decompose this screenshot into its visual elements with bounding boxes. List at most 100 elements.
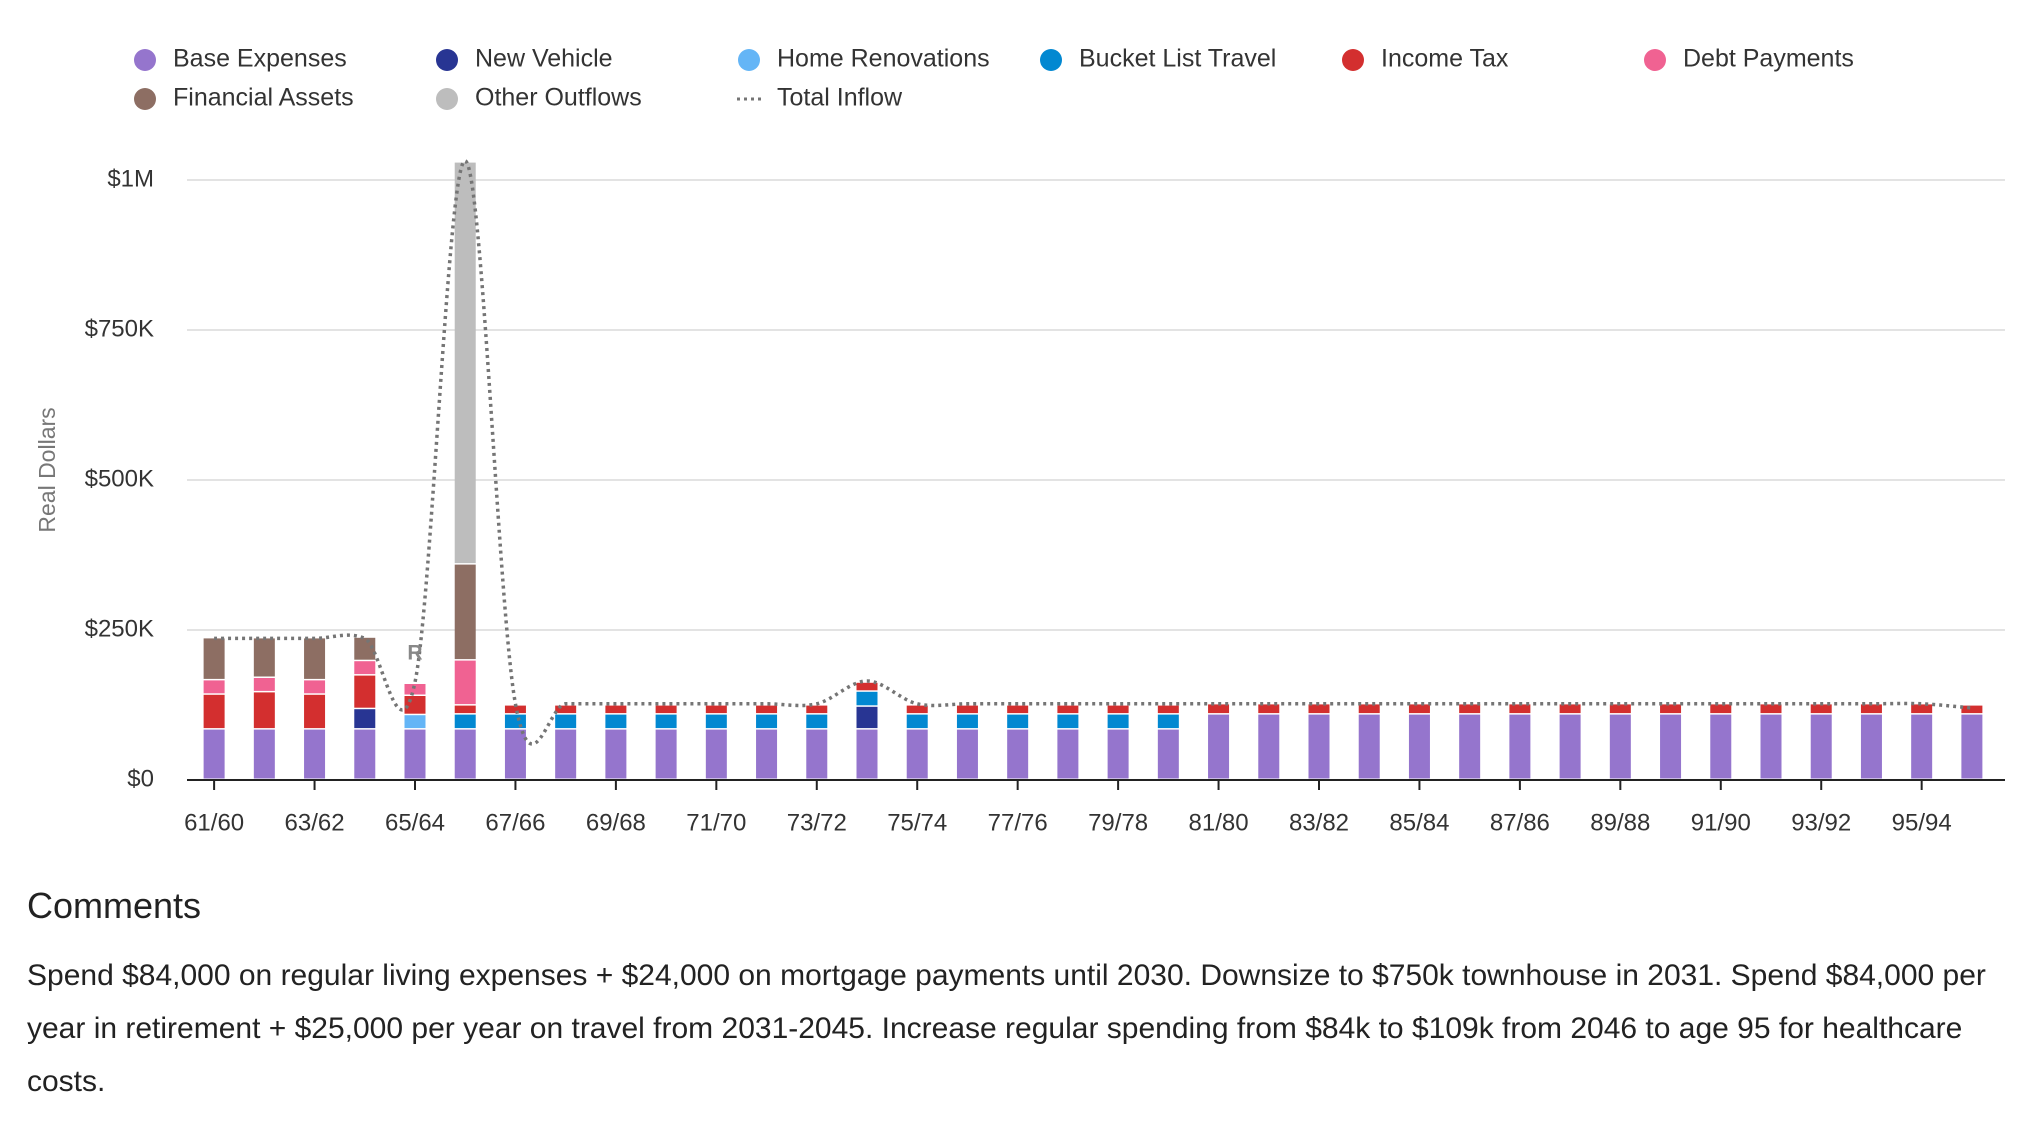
bar-segment — [253, 692, 275, 729]
bar-segment — [1860, 714, 1882, 779]
legend-swatch — [436, 88, 458, 110]
y-axis-label: Real Dollars — [34, 407, 60, 532]
bar-segment — [1007, 729, 1029, 779]
bar-segment — [404, 696, 426, 714]
legend-swatch — [738, 49, 760, 71]
legend-swatch — [436, 49, 458, 71]
bar-segment — [1660, 704, 1682, 714]
bar-segment — [354, 729, 376, 779]
bar-segment — [1408, 704, 1430, 714]
bar-segment — [1710, 714, 1732, 779]
bar-segment — [1358, 714, 1380, 779]
legend-swatch — [1644, 49, 1666, 71]
legend-label: Total Inflow — [777, 84, 903, 112]
bar-segment — [203, 680, 225, 694]
x-tick-label: 83/82 — [1289, 809, 1349, 836]
bar-segment — [1810, 714, 1832, 779]
bar-segment — [1057, 705, 1079, 714]
bar-segment — [1459, 704, 1481, 714]
bar-segment — [404, 684, 426, 695]
bar-segment — [906, 729, 928, 779]
x-tick-label: 79/78 — [1088, 809, 1148, 836]
bar-segment — [756, 729, 778, 779]
bar-segment — [1308, 704, 1330, 714]
bar-segment — [253, 678, 275, 691]
x-tick-label: 95/94 — [1892, 809, 1952, 836]
bar-segment — [806, 714, 828, 729]
bar-segment — [655, 729, 677, 779]
bar-segment — [705, 729, 727, 779]
bar-segment — [404, 729, 426, 779]
bar-segment — [454, 729, 476, 779]
bar-segment — [1107, 705, 1129, 714]
bar-segment — [605, 714, 627, 729]
y-tick-label: $250K — [85, 615, 154, 642]
bar-segment — [203, 729, 225, 779]
legend-swatch — [134, 88, 156, 110]
x-tick-label: 71/70 — [686, 809, 746, 836]
bar-segment — [1308, 714, 1330, 779]
bar-segment — [1107, 714, 1129, 729]
bar-segment — [1208, 714, 1230, 779]
x-tick-label: 81/80 — [1189, 809, 1249, 836]
bar-segment — [605, 705, 627, 714]
bar-segment — [756, 714, 778, 729]
x-tick-label: 61/60 — [184, 809, 244, 836]
bar-segment — [1358, 704, 1380, 714]
bar-segment — [1609, 704, 1631, 714]
y-tick-label: $0 — [127, 765, 154, 792]
legend-label: New Vehicle — [475, 45, 613, 73]
bar-segment — [1710, 704, 1732, 714]
bar-segment — [354, 675, 376, 708]
bar-segment — [304, 729, 326, 779]
bar-segment — [1810, 704, 1832, 714]
bar-segment — [304, 694, 326, 729]
y-tick-label: $750K — [85, 315, 154, 342]
x-tick-label: 73/72 — [787, 809, 847, 836]
bar-segment — [956, 729, 978, 779]
bar-segment — [655, 714, 677, 729]
bar-segment — [856, 729, 878, 779]
bar-segment — [1509, 714, 1531, 779]
x-tick-label: 75/74 — [887, 809, 947, 836]
bar-segment — [1157, 714, 1179, 729]
legend-label: Financial Assets — [173, 84, 354, 112]
bar-segment — [856, 682, 878, 691]
bar-segment — [304, 638, 326, 679]
bar-segment — [1459, 714, 1481, 779]
x-tick-label: 67/66 — [485, 809, 545, 836]
bar-segment — [203, 694, 225, 729]
x-tick-label: 69/68 — [586, 809, 646, 836]
bar-segment — [856, 691, 878, 706]
bar-segment — [1660, 714, 1682, 779]
bar-segment — [956, 714, 978, 729]
bar-segment — [504, 705, 526, 714]
legend-swatch — [1342, 49, 1364, 71]
bar-segment — [705, 714, 727, 729]
x-tick-label: 77/76 — [988, 809, 1048, 836]
comments-title: Comments — [27, 885, 202, 926]
bar-segment — [1860, 704, 1882, 714]
bar-segment — [705, 705, 727, 714]
bar-segment — [1258, 704, 1280, 714]
bar-segment — [253, 638, 275, 677]
bar-segment — [806, 705, 828, 714]
x-tick-label: 89/88 — [1590, 809, 1650, 836]
comments-text: Spend $84,000 on regular living expenses… — [27, 959, 1986, 1098]
bar-segment — [1961, 705, 1983, 714]
bar-segment — [253, 729, 275, 779]
bar-segment — [354, 637, 376, 660]
bar-segment — [354, 709, 376, 729]
bar-segment — [504, 714, 526, 729]
bar-segment — [555, 729, 577, 779]
bar-segment — [404, 715, 426, 729]
bar-segment — [454, 705, 476, 714]
legend-swatch — [1040, 49, 1062, 71]
bar-segment — [756, 705, 778, 714]
comments: Comments Spend $84,000 on regular living… — [27, 885, 1992, 1108]
bar-segment — [555, 705, 577, 714]
y-tick-label: $1M — [107, 165, 154, 192]
legend-label: Income Tax — [1381, 45, 1509, 73]
bar-segment — [304, 680, 326, 694]
bar-segment — [1157, 705, 1179, 714]
